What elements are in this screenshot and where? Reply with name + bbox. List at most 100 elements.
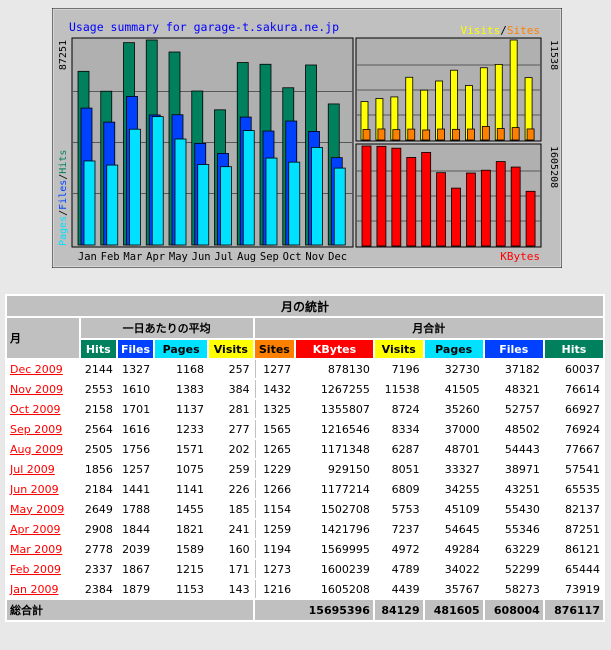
col-total-pages: Pages — [424, 340, 483, 358]
legend-files: Files — [58, 180, 69, 210]
table-cell: 1267255 — [296, 380, 373, 398]
table-cell: 1075 — [155, 460, 208, 478]
table-cell: 1229 — [254, 460, 295, 478]
month-link[interactable]: Mar 2009 — [10, 542, 63, 556]
table-cell: 202 — [209, 440, 253, 458]
table-cell: 32730 — [424, 360, 483, 378]
table-row: Dec 2009 2144 1327 1168 257 1277 878130 7196 327… — [7, 360, 603, 378]
col-avg-pages: Pages — [155, 340, 208, 358]
col-total-hits: Hits — [544, 340, 603, 358]
sites-bar — [377, 128, 386, 141]
month-link[interactable]: Jul 2009 — [10, 462, 55, 476]
table-cell: 35767 — [424, 580, 483, 598]
pages-bar — [288, 161, 301, 246]
x-tick-label: Jan — [78, 251, 97, 263]
table-cell: 1233 — [155, 420, 208, 438]
kbytes-bar — [466, 172, 476, 247]
table-cell: 2337 — [80, 560, 116, 578]
sites-bar — [467, 128, 475, 141]
month-header: 月 — [7, 318, 79, 358]
table-cell: 86121 — [544, 540, 603, 558]
table-cell: 1194 — [254, 540, 295, 558]
table-cell: 1856 — [80, 460, 116, 478]
kbytes-bar — [510, 166, 521, 247]
table-cell: 1569995 — [296, 540, 373, 558]
table-row: Jun 2009 2184 1441 1141 226 1266 1177214 6809 34… — [7, 480, 603, 498]
table-cell: 2553 — [80, 380, 116, 398]
month-link[interactable]: Apr 2009 — [10, 522, 61, 536]
table-cell: 2158 — [80, 400, 116, 418]
month-link[interactable]: Feb 2009 — [10, 562, 61, 576]
table-cell: 7196 — [374, 360, 423, 378]
table-cell: 1605208 — [296, 580, 373, 598]
table-cell: 66927 — [544, 400, 603, 418]
visits-axis-max-label: 11538 — [548, 40, 559, 70]
table-cell: 1421796 — [296, 520, 373, 538]
table-row: Aug 2009 2505 1756 1571 202 1265 1171348 6287 48… — [7, 440, 603, 458]
table-cell: 48321 — [484, 380, 543, 398]
table-cell: 1216546 — [296, 420, 373, 438]
table-cell: 1879 — [117, 580, 154, 598]
month-link[interactable]: Jan 2009 — [10, 582, 59, 596]
month-link[interactable]: Sep 2009 — [10, 422, 63, 436]
table-cell: 1259 — [254, 520, 295, 538]
grand-total-kbytes: 15695396 — [254, 600, 373, 620]
table-cell: 52299 — [484, 560, 543, 578]
x-tick-label: Feb — [101, 251, 120, 263]
table-cell: 73919 — [544, 580, 603, 598]
left-legend: Pages/Files/Hits — [58, 150, 69, 246]
pages-bar — [129, 128, 141, 246]
table-cell: 1441 — [117, 480, 154, 498]
month-link[interactable]: Oct 2009 — [10, 402, 61, 416]
table-cell: 55346 — [484, 520, 543, 538]
month-link[interactable]: Dec 2009 — [10, 362, 63, 376]
table-cell: 1215 — [155, 560, 208, 578]
table-row: Oct 2009 2158 1701 1137 281 1325 1355807 8724 35… — [7, 400, 603, 418]
month-link[interactable]: Nov 2009 — [10, 382, 63, 396]
table-cell: 2144 — [80, 360, 116, 378]
table-cell: 1502708 — [296, 500, 373, 518]
table-row: Feb 2009 2337 1867 1215 171 1273 1600239 4789 34… — [7, 560, 603, 578]
pages-bar — [83, 160, 96, 246]
sites-bar — [511, 127, 520, 141]
table-cell: 2778 — [80, 540, 116, 558]
table-cell: 1137 — [155, 400, 208, 418]
month-link[interactable]: Aug 2009 — [10, 442, 63, 456]
legend-kbytes: KBytes — [500, 250, 540, 263]
legend-pages: Pages — [58, 216, 69, 246]
table-cell: 1821 — [155, 520, 208, 538]
month-link[interactable]: May 2009 — [10, 502, 65, 516]
month-link[interactable]: Jun 2009 — [10, 482, 59, 496]
table-cell: 2649 — [80, 500, 116, 518]
kbytes-axis-max-label: 1605208 — [548, 146, 559, 188]
pages-bar — [106, 164, 119, 246]
sites-bar — [481, 126, 490, 141]
table-cell: 2564 — [80, 420, 116, 438]
table-cell: 257 — [209, 360, 253, 378]
table-cell: 1325 — [254, 400, 295, 418]
table-cell: 1171348 — [296, 440, 373, 458]
col-avg-hits: Hits — [80, 340, 116, 358]
table-cell: 45109 — [424, 500, 483, 518]
grand-total-files: 608004 — [484, 600, 543, 620]
table-cell: 7237 — [374, 520, 423, 538]
kbytes-bar — [376, 145, 387, 247]
col-avg-files: Files — [117, 340, 154, 358]
x-tick-label: Nov — [305, 251, 324, 263]
sites-bar — [526, 128, 535, 141]
table-caption: 月の統計 — [7, 296, 603, 316]
kbytes-bar — [421, 151, 432, 247]
table-row: Sep 2009 2564 1616 1233 277 1565 1216546 8334 37… — [7, 420, 603, 438]
table-cell: 1266 — [254, 480, 295, 498]
table-row: Apr 2009 2908 1844 1821 241 1259 1421796 7237 54… — [7, 520, 603, 538]
table-cell: 60037 — [544, 360, 603, 378]
table-cell: 143 — [209, 580, 253, 598]
table-row: Jan 2009 2384 1879 1153 143 1216 1605208 4439 35… — [7, 580, 603, 598]
sites-bar — [407, 128, 416, 141]
chart-title: Usage summary for garage-t.sakura.ne.jp — [69, 20, 339, 34]
table-cell: 241 — [209, 520, 253, 538]
table-cell: 1257 — [117, 460, 154, 478]
table-cell: 8051 — [374, 460, 423, 478]
table-cell: 1565 — [254, 420, 295, 438]
legend-sites: Sites — [507, 24, 540, 37]
